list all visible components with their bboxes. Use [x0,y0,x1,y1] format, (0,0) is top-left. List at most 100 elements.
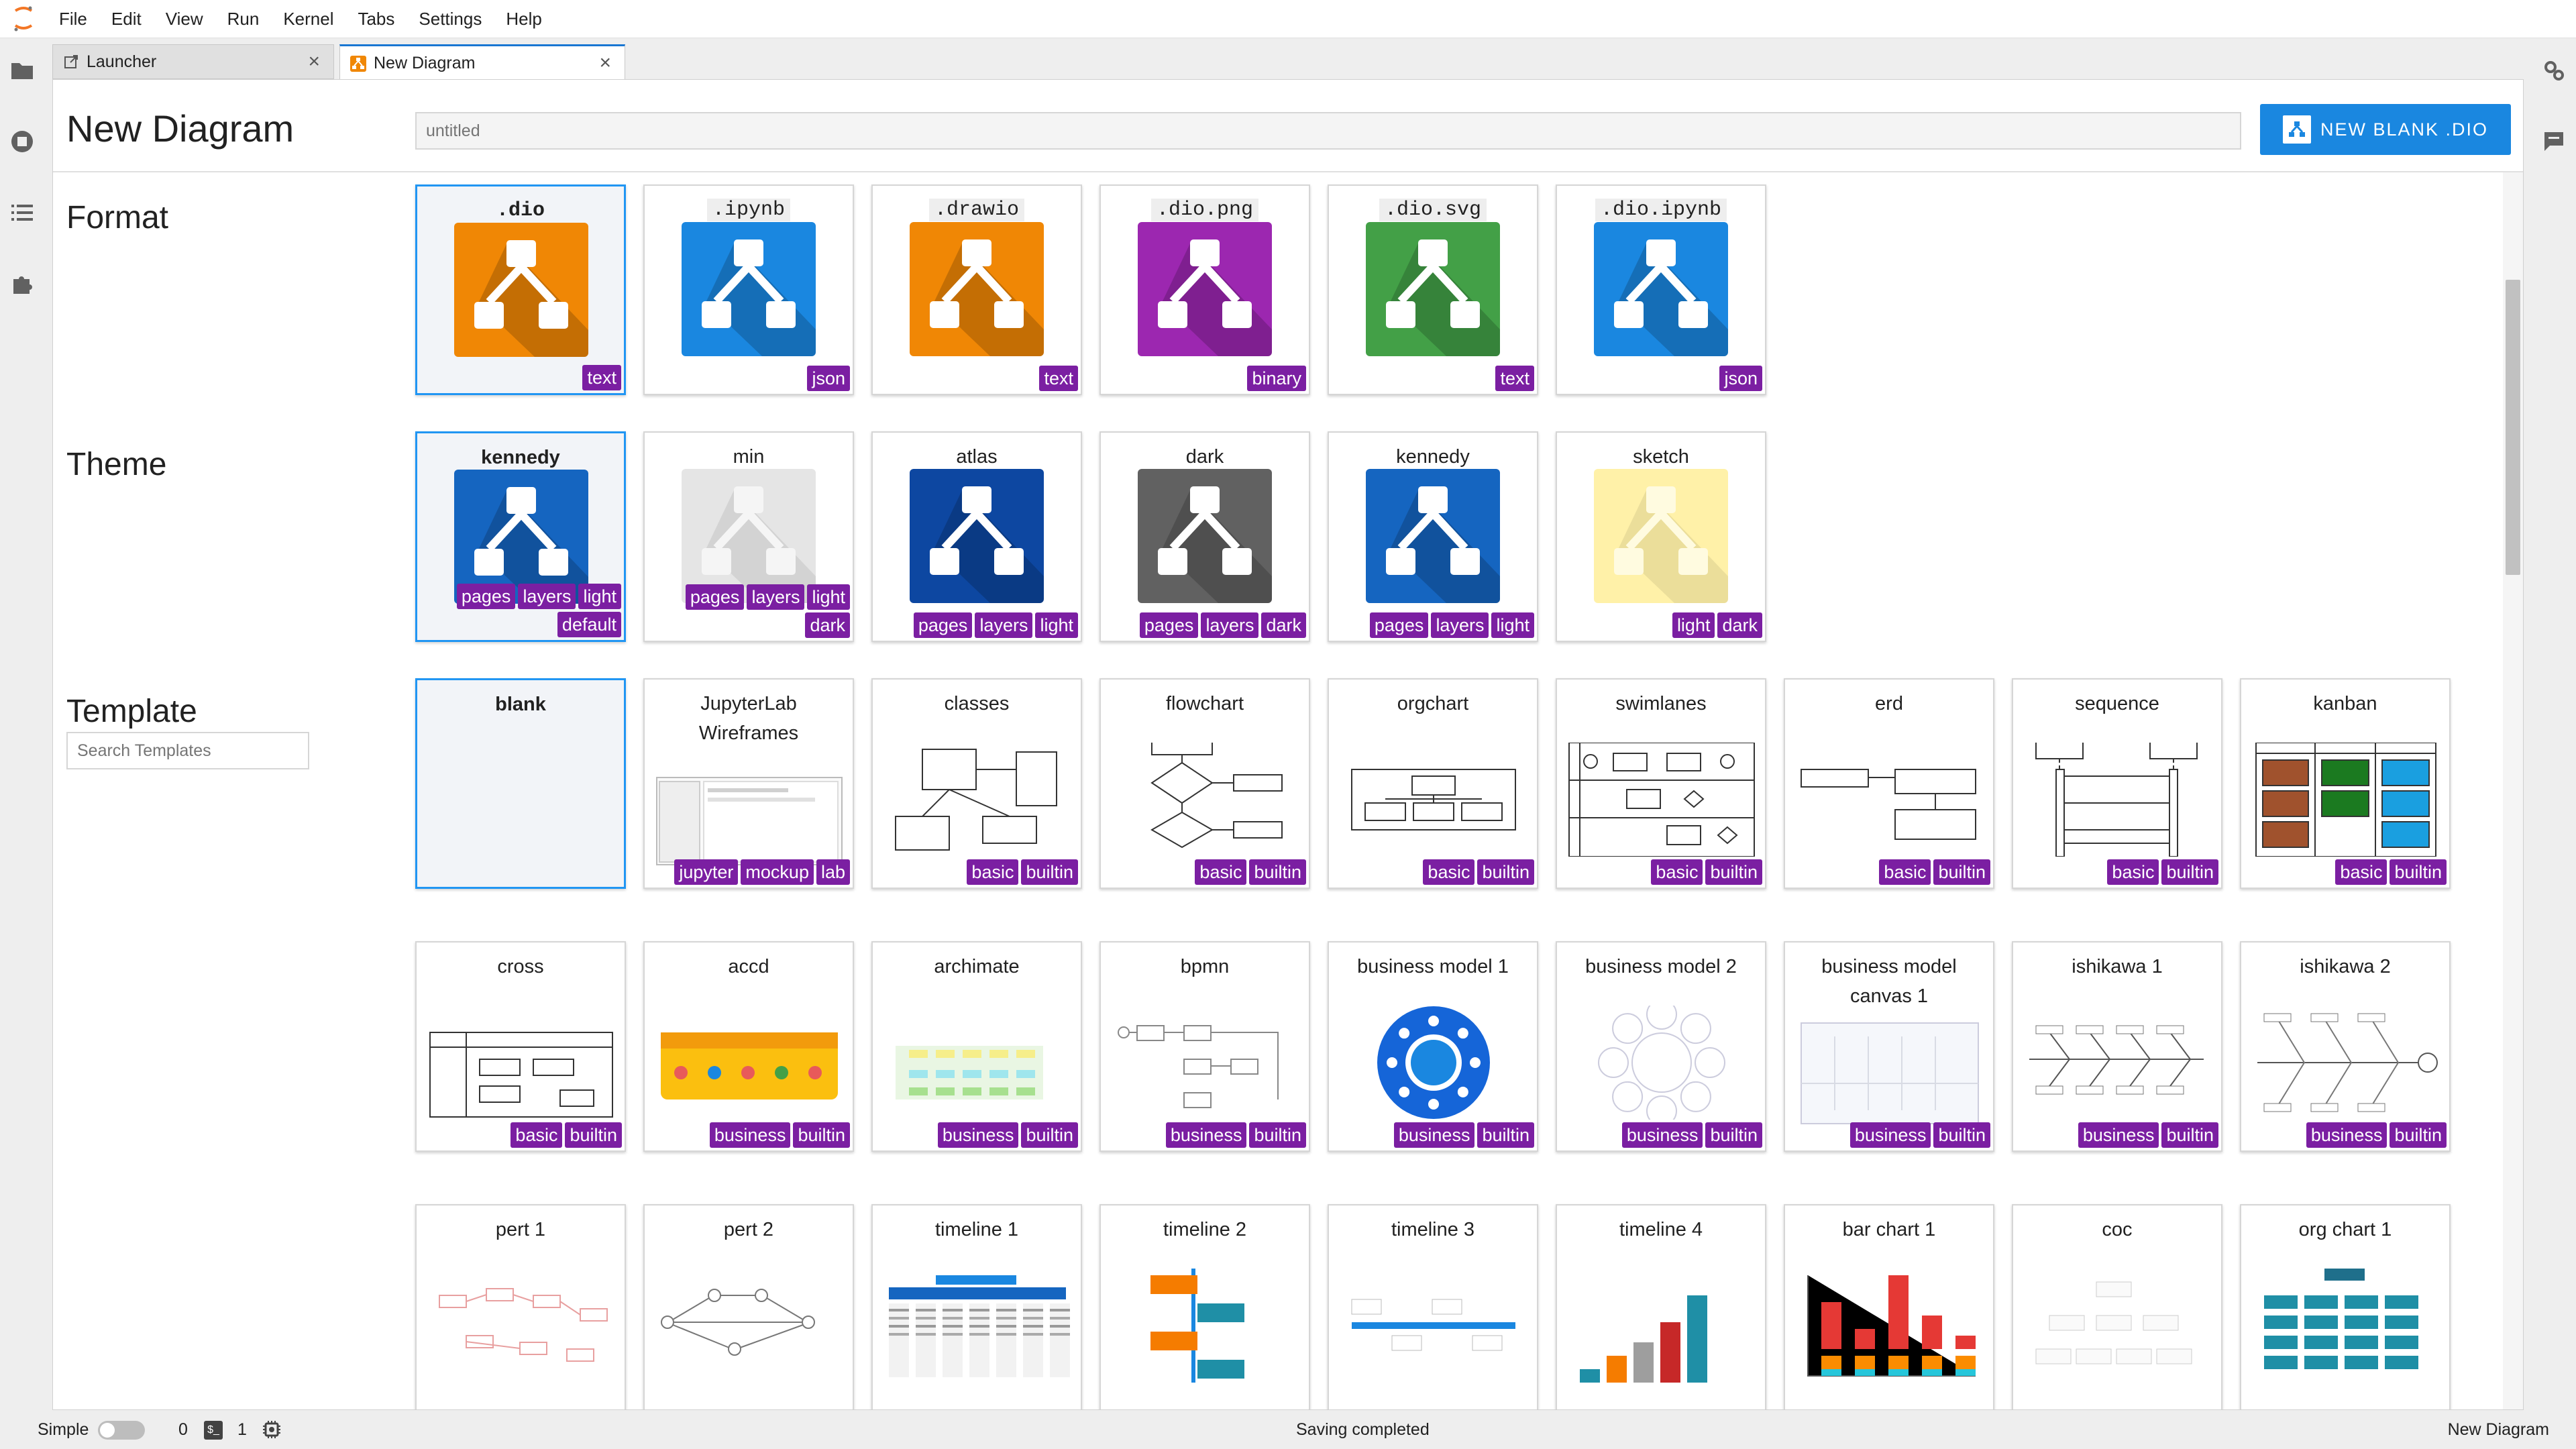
template-card[interactable]: classes basic builtin [871,678,1082,889]
tag-json[interactable]: json [1719,366,1762,391]
template-card[interactable]: bar chart 1 [1784,1204,1994,1409]
tag-business[interactable]: business [1165,1122,1247,1148]
template-card[interactable]: JupyterLab Wireframes jupyter mockup lab [643,678,854,889]
tag-light[interactable]: light [807,584,850,610]
close-icon[interactable]: × [308,50,320,72]
menu-help[interactable]: Help [506,8,542,29]
toc-icon[interactable] [9,199,36,226]
running-icon[interactable] [9,128,36,155]
theme-card[interactable]: atlas pages layers light [871,431,1082,642]
tag-builtin[interactable]: builtin [2161,1122,2218,1148]
template-card[interactable]: erd basic builtin [1784,678,1994,889]
tag-builtin[interactable]: builtin [1021,1122,1078,1148]
tag-binary[interactable]: binary [1247,366,1306,391]
template-card[interactable]: cross basic builtin [415,941,626,1152]
tag-light[interactable]: light [1672,612,1715,638]
template-card[interactable]: swimlanes basic builtin [1556,678,1766,889]
template-card[interactable]: sequence basic builtin [2012,678,2222,889]
tag-builtin[interactable]: builtin [1249,1122,1306,1148]
tag-builtin[interactable]: builtin [2161,859,2218,885]
tag-basic[interactable]: basic [2335,859,2387,885]
template-card[interactable]: timeline 1 [871,1204,1082,1409]
tag-layers[interactable]: layers [518,584,576,609]
menu-tabs[interactable]: Tabs [358,8,395,29]
template-card[interactable]: business model 2 business builtin [1556,941,1766,1152]
tag-basic[interactable]: basic [967,859,1019,885]
menu-kernel[interactable]: Kernel [283,8,334,29]
template-card[interactable]: business model 1 business builtin [1328,941,1538,1152]
template-card[interactable]: accd business builtin [643,941,854,1152]
format-card[interactable]: .drawio text [871,184,1082,395]
tag-builtin[interactable]: builtin [1705,1122,1762,1148]
tag-default[interactable]: default [557,612,621,637]
tag-layers[interactable]: layers [1201,612,1259,638]
theme-card[interactable]: kennedy pages layers light [1328,431,1538,642]
tag-pages[interactable]: pages [685,584,745,610]
tag-layers[interactable]: layers [747,584,805,610]
tag-business[interactable]: business [709,1122,791,1148]
tag-light[interactable]: light [1035,612,1078,638]
tag-lab[interactable]: lab [816,859,850,885]
tag-builtin[interactable]: builtin [2390,859,2447,885]
tag-business[interactable]: business [2306,1122,2387,1148]
tag-basic[interactable]: basic [2107,859,2159,885]
tag-business[interactable]: business [1393,1122,1475,1148]
tag-builtin[interactable]: builtin [2390,1122,2447,1148]
tag-jupyter[interactable]: jupyter [674,859,739,885]
format-card[interactable]: .dio.ipynb json [1556,184,1766,395]
tag-dark[interactable]: dark [1261,612,1306,638]
format-card[interactable]: .ipynb json [643,184,854,395]
template-card[interactable]: timeline 2 [1099,1204,1310,1409]
template-card[interactable]: archimate business builtin [871,941,1082,1152]
tag-pages[interactable]: pages [913,612,973,638]
tag-light[interactable]: light [1491,612,1534,638]
template-card[interactable]: kanban basic builtin [2240,678,2451,889]
format-card[interactable]: .dio text [415,184,626,395]
simple-mode-toggle[interactable] [98,1421,145,1440]
tag-business[interactable]: business [2078,1122,2159,1148]
picker-scroll-area[interactable]: Format Theme Template .dio text.ipynb js… [53,172,2523,1409]
vertical-scrollbar[interactable] [2503,172,2523,1409]
theme-card[interactable]: min pages layers light dark [643,431,854,642]
extension-icon[interactable] [9,270,36,297]
scrollbar-thumb[interactable] [2506,280,2520,575]
template-card[interactable]: bpmn business builtin [1099,941,1310,1152]
tab-launcher[interactable]: Launcher × [52,44,334,79]
theme-card[interactable]: kennedy pages layers light default [415,431,626,642]
tag-pages[interactable]: pages [456,584,516,609]
tag-builtin[interactable]: builtin [1021,859,1078,885]
tag-business[interactable]: business [937,1122,1019,1148]
template-card[interactable]: pert 2 [643,1204,854,1409]
template-card[interactable]: coc [2012,1204,2222,1409]
tag-light[interactable]: light [578,584,621,609]
template-card[interactable]: timeline 3 [1328,1204,1538,1409]
tag-builtin[interactable]: builtin [793,1122,850,1148]
menu-view[interactable]: View [165,8,203,29]
new-blank-button[interactable]: NEW BLANK .DIO [2260,104,2511,155]
tag-builtin[interactable]: builtin [1477,1122,1534,1148]
diagram-name-input[interactable] [415,112,2241,150]
tag-builtin[interactable]: builtin [1933,859,1990,885]
tag-layers[interactable]: layers [1431,612,1489,638]
tag-json[interactable]: json [807,366,850,391]
tag-pages[interactable]: pages [1139,612,1199,638]
template-card[interactable]: ishikawa 1 business builtin [2012,941,2222,1152]
template-search-input[interactable] [66,732,309,769]
tag-dark[interactable]: dark [805,612,850,638]
template-card[interactable]: org chart 1 [2240,1204,2451,1409]
tag-mockup[interactable]: mockup [741,859,814,885]
tag-business[interactable]: business [1621,1122,1703,1148]
template-card[interactable]: blank [415,678,626,889]
tag-basic[interactable]: basic [1423,859,1475,885]
chat-icon[interactable] [2540,128,2567,155]
tag-text[interactable]: text [1495,366,1534,391]
tag-basic[interactable]: basic [1879,859,1931,885]
format-card[interactable]: .dio.png binary [1099,184,1310,395]
property-inspector-icon[interactable] [2540,57,2567,84]
template-card[interactable]: flowchart basic builtin [1099,678,1310,889]
tag-builtin[interactable]: builtin [1705,859,1762,885]
theme-card[interactable]: sketch light dark [1556,431,1766,642]
tag-pages[interactable]: pages [1369,612,1429,638]
tag-dark[interactable]: dark [1717,612,1762,638]
tag-layers[interactable]: layers [975,612,1033,638]
